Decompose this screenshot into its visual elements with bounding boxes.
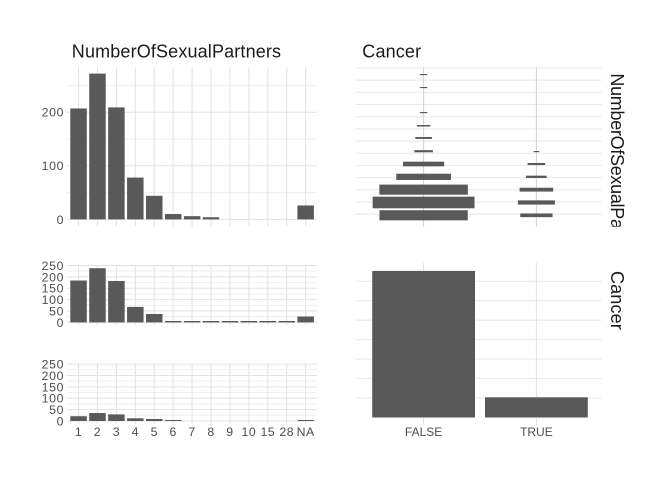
- svg-text:0: 0: [57, 316, 65, 330]
- svg-text:15: 15: [260, 425, 275, 439]
- svg-text:100: 100: [42, 159, 65, 173]
- svg-text:9: 9: [226, 425, 233, 439]
- svg-text:0: 0: [57, 414, 65, 428]
- svg-text:0: 0: [57, 213, 65, 227]
- svg-text:FALSE: FALSE: [405, 425, 442, 439]
- svg-text:50: 50: [49, 304, 64, 318]
- svg-text:Cancer: Cancer: [607, 271, 627, 330]
- svg-text:1: 1: [75, 425, 82, 439]
- svg-text:200: 200: [42, 270, 65, 284]
- svg-text:NumberOfSexualPartners: NumberOfSexualPartners: [72, 41, 281, 61]
- svg-text:150: 150: [42, 380, 65, 394]
- svg-text:NA: NA: [297, 425, 315, 439]
- svg-text:6: 6: [170, 425, 177, 439]
- svg-text:150: 150: [42, 282, 65, 296]
- svg-text:8: 8: [207, 425, 214, 439]
- svg-text:Cancer: Cancer: [362, 41, 421, 61]
- svg-text:7: 7: [188, 425, 195, 439]
- svg-text:100: 100: [42, 392, 65, 406]
- svg-text:50: 50: [49, 403, 64, 417]
- svg-text:5: 5: [151, 425, 158, 439]
- svg-text:3: 3: [113, 425, 120, 439]
- svg-text:4: 4: [132, 425, 139, 439]
- svg-text:28: 28: [279, 425, 294, 439]
- svg-text:250: 250: [42, 259, 65, 273]
- svg-text:200: 200: [42, 106, 65, 120]
- svg-text:2: 2: [94, 425, 101, 439]
- svg-text:10: 10: [242, 425, 257, 439]
- svg-text:100: 100: [42, 293, 65, 307]
- svg-text:TRUE: TRUE: [520, 425, 553, 439]
- svg-text:250: 250: [42, 358, 65, 372]
- svg-text:NumberOfSexualPa: NumberOfSexualPa: [607, 73, 627, 230]
- svg-text:200: 200: [42, 369, 65, 383]
